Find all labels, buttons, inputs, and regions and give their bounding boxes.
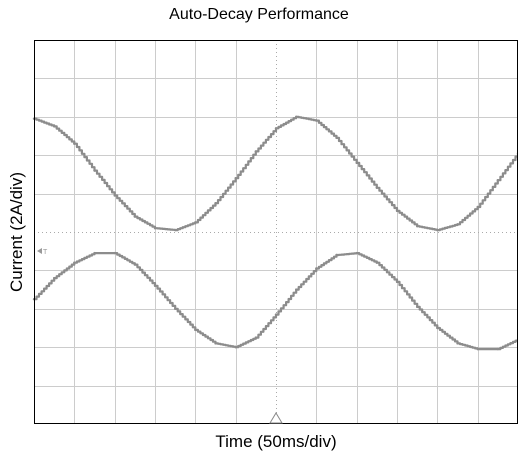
trace-point: [254, 150, 257, 153]
trigger-level-arrow-icon: [37, 248, 42, 254]
trace-point: [496, 179, 499, 182]
trace-point: [73, 261, 76, 264]
trace-point: [113, 194, 116, 197]
trace-point: [456, 342, 459, 345]
trace-point: [295, 115, 298, 119]
trace-point: [456, 223, 459, 226]
trace-point: [174, 228, 177, 232]
trace-point: [274, 313, 278, 316]
trace-point: [496, 347, 499, 351]
trace-point: [234, 346, 237, 349]
y-axis-label-container: Current (2A/div): [0, 40, 34, 424]
trace-point: [355, 161, 358, 165]
trace-point: [395, 209, 399, 213]
trace-point: [113, 251, 116, 255]
trace-point: [416, 225, 419, 228]
trace-point: [375, 186, 378, 189]
trace-point: [254, 336, 257, 339]
trace-point: [295, 288, 298, 291]
trace-point: [274, 127, 278, 130]
chart-title: Auto-Decay Performance: [169, 6, 349, 23]
trace-point: [335, 253, 338, 257]
trace-point: [315, 119, 318, 122]
traces: [32, 115, 518, 351]
trace-point: [355, 251, 358, 255]
trace-point: [476, 347, 479, 351]
trace-point: [436, 228, 439, 232]
y-axis-label: Current (2A/div): [7, 172, 26, 292]
trace-point: [395, 280, 399, 284]
trace-point: [53, 276, 56, 280]
markers: T: [37, 248, 283, 424]
trace-point: [174, 307, 177, 310]
trace-point: [234, 177, 237, 180]
trace-series-1: [34, 115, 518, 232]
trace-point: [375, 261, 378, 264]
trace-point: [214, 342, 217, 345]
trace-series-2: [34, 252, 518, 351]
trace-point: [416, 305, 419, 309]
trace-point: [153, 284, 157, 287]
trace-point: [476, 205, 479, 209]
trace-point: [133, 215, 136, 218]
grid: [34, 40, 518, 424]
trace-point: [194, 221, 197, 224]
trace-point: [93, 169, 96, 172]
trace-point: [436, 326, 439, 330]
trace-point: [133, 263, 136, 266]
trace-point: [93, 251, 96, 255]
trace-point: [53, 125, 56, 128]
x-axis-label: Time (50ms/div): [215, 432, 337, 451]
trigger-level-label: T: [43, 249, 48, 256]
trace-point: [315, 267, 318, 270]
trigger-position-triangle-icon: [269, 412, 283, 424]
trace-point: [214, 202, 217, 205]
trace-point: [335, 136, 338, 140]
trace-point: [194, 328, 197, 332]
trace-point: [73, 142, 76, 145]
trace-point: [153, 227, 157, 230]
